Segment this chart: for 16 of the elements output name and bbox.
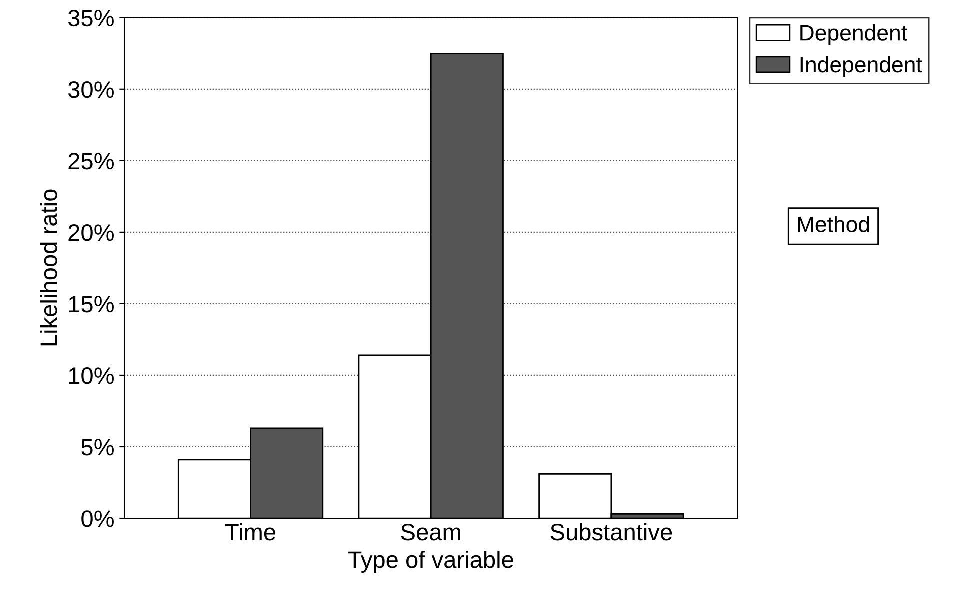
y-tick-label: 10% [69,368,114,384]
x-tick-label: Time [226,523,276,541]
y-tick-label: 0% [82,510,114,528]
y-tick-label: 5% [82,439,114,456]
y-tick-label: 35% [68,10,114,27]
legend-label: Dependent [800,24,908,46]
y-axis-title: Likelihood ratio [40,190,58,346]
legend-label: Independent [800,56,922,78]
y-tick-label: 25% [68,152,114,170]
y-tick-label: 30% [68,81,114,98]
x-tick-label: Seam [401,524,460,541]
legend-title: Method [798,216,870,232]
x-tick-label: Substantive [550,523,672,541]
y-tick-label: 20% [68,224,114,242]
y-tick-label: 15% [69,296,114,313]
x-axis-title: Type of variable [348,550,514,573]
